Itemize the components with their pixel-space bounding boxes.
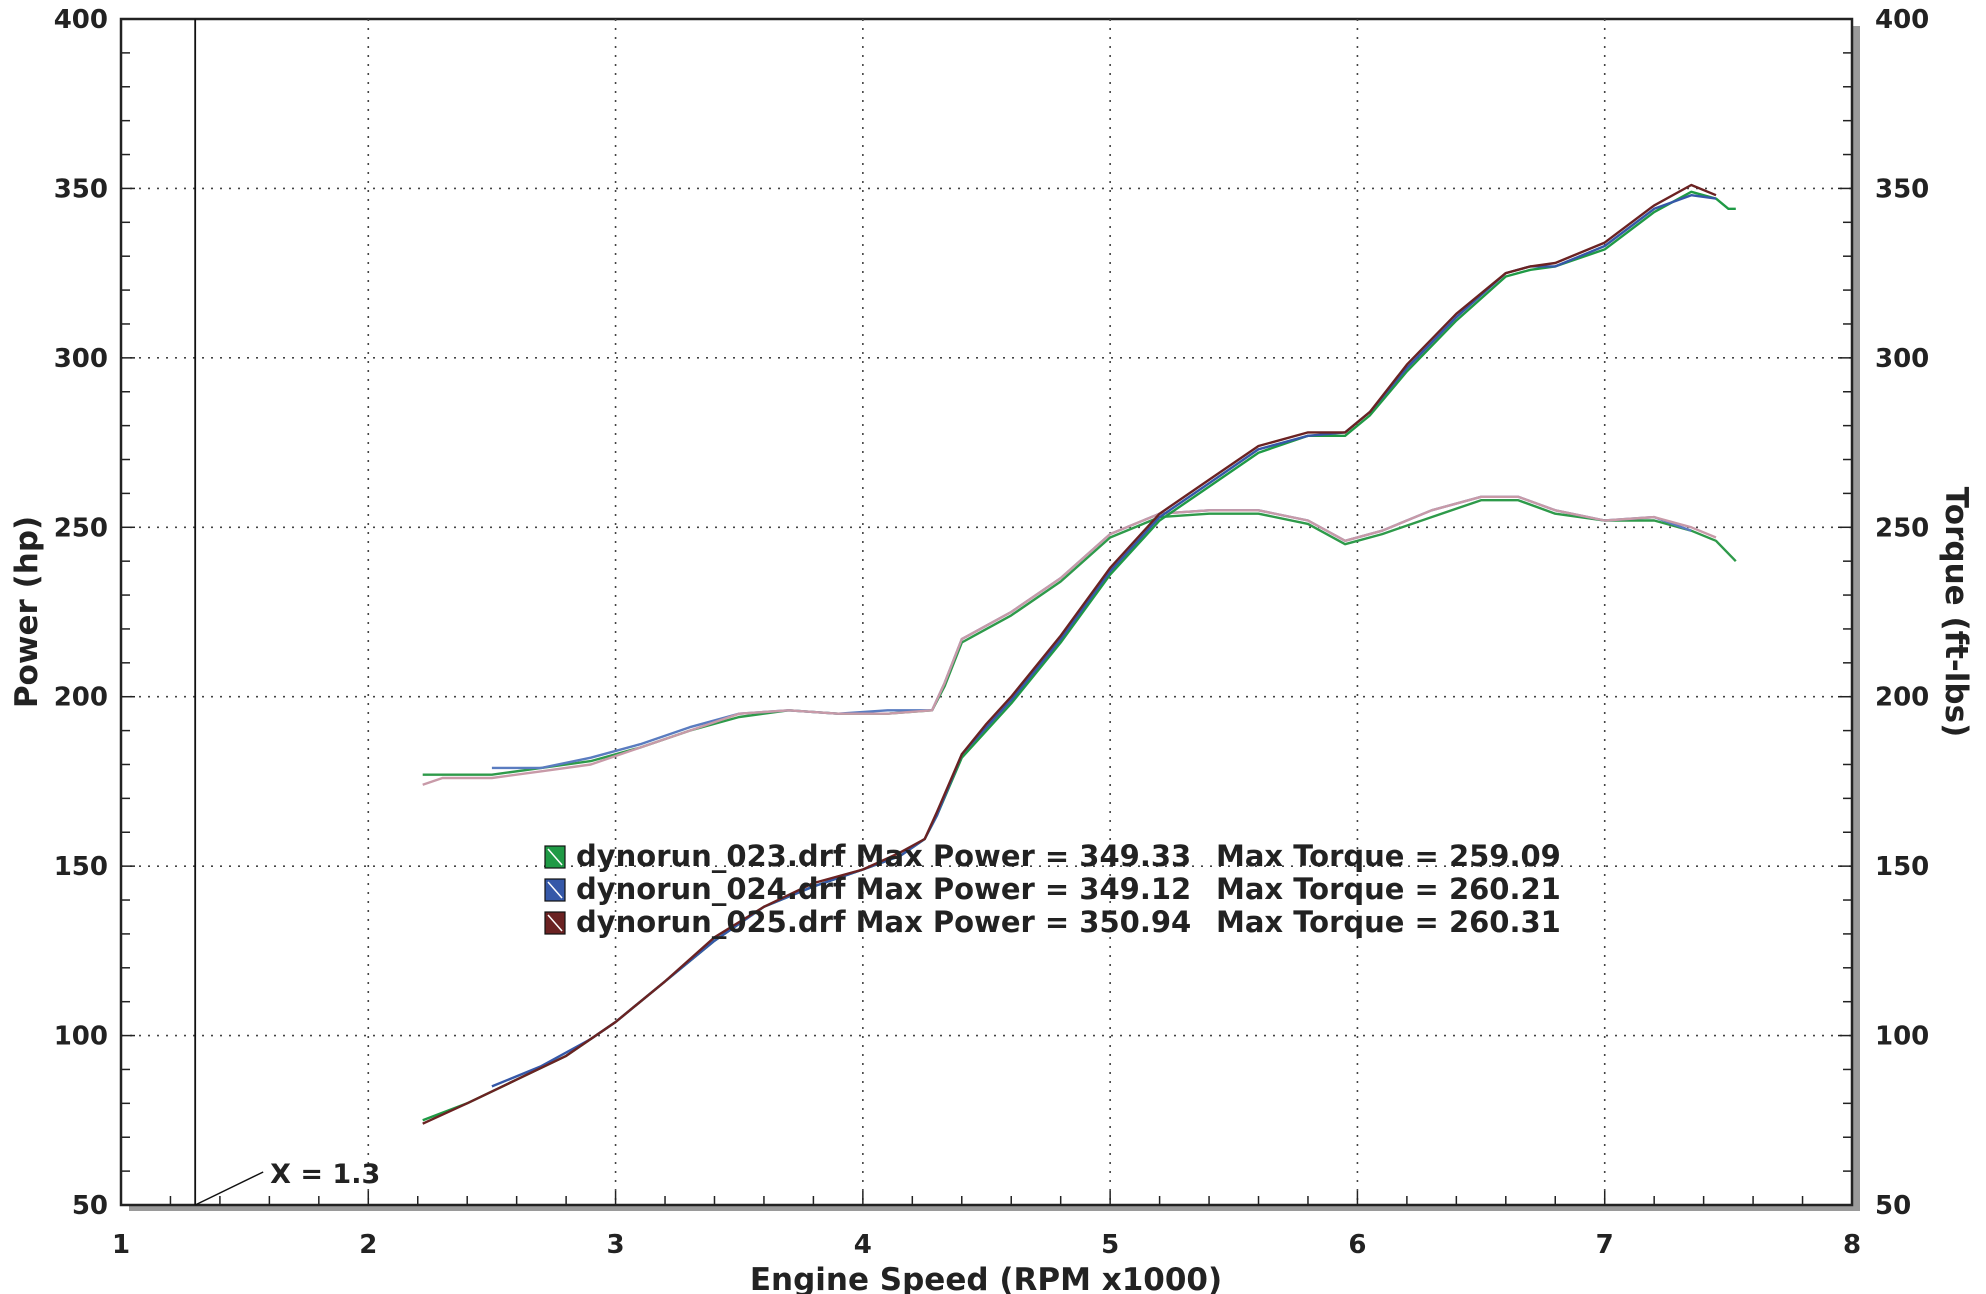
legend-file-1: dynorun_023.drf Max Power = 349.33 <box>576 839 1191 873</box>
torque-line-3 <box>422 495 1717 786</box>
legend-swatch-mark <box>547 881 563 899</box>
legend-torque-3: Max Torque = 260.31 <box>1216 905 1561 939</box>
x-tick-label: 2 <box>359 1230 377 1260</box>
y-left-axis-label: Power (hp) <box>9 516 45 708</box>
y-right-tick-label: 50 <box>1875 1191 1911 1221</box>
y-right-tick-label: 150 <box>1875 852 1929 882</box>
plot-frame <box>119 17 1854 1207</box>
x-marker-leader <box>194 1171 264 1206</box>
y-right-tick-label: 100 <box>1875 1022 1929 1052</box>
legend: dynorun_023.drf Max Power = 349.33 Max To… <box>544 839 1561 939</box>
x-tick-label: 7 <box>1596 1230 1614 1260</box>
y-right-tick-label: 350 <box>1875 174 1929 204</box>
y-left-tick-label: 300 <box>54 344 108 374</box>
legend-swatch-mark <box>547 848 563 866</box>
x-tick-label: 5 <box>1101 1230 1119 1260</box>
legend-file-3: dynorun_025.drf Max Power = 350.94 <box>576 905 1191 939</box>
x-marker-label: X = 1.3 <box>270 1159 380 1190</box>
y-left-tick-label: 200 <box>54 683 108 713</box>
legend-file-2: dynorun_024.drf Max Power = 349.12 <box>576 872 1191 906</box>
minor-ticks <box>120 18 1853 1206</box>
y-right-tick-label: 300 <box>1875 344 1929 374</box>
y-right-tick-label: 400 <box>1875 5 1929 35</box>
x-tick-labels: 1 2 3 4 5 6 7 8 <box>112 1230 1861 1260</box>
x-tick-label: 4 <box>854 1230 872 1260</box>
y-left-tick-label: 150 <box>54 852 108 882</box>
grid <box>121 19 1852 1205</box>
y-right-tick-labels: 50 100 150 200 250 300 350 400 <box>1875 5 1929 1221</box>
legend-swatch-mark <box>547 914 563 932</box>
series-layer <box>422 183 1737 1125</box>
x-marker: X = 1.3 <box>194 19 380 1206</box>
legend-torque-2: Max Torque = 260.21 <box>1216 872 1561 906</box>
y-left-tick-label: 400 <box>54 5 108 35</box>
y-right-axis-label: Torque (ft-lbs) <box>1938 487 1974 737</box>
y-right-tick-label: 250 <box>1875 513 1929 543</box>
legend-torque-1: Max Torque = 259.09 <box>1216 839 1561 873</box>
power-line-3 <box>422 183 1717 1125</box>
x-axis-label: Engine Speed (RPM x1000) <box>750 1262 1222 1294</box>
y-left-tick-label: 100 <box>54 1022 108 1052</box>
y-left-tick-labels: 50 100 150 200 250 300 350 400 <box>54 5 108 1221</box>
y-left-tick-label: 350 <box>54 174 108 204</box>
x-tick-label: 6 <box>1348 1230 1366 1260</box>
y-right-tick-label: 200 <box>1875 683 1929 713</box>
x-tick-label: 3 <box>607 1230 625 1260</box>
x-tick-label: 8 <box>1843 1230 1861 1260</box>
y-left-tick-label: 250 <box>54 513 108 543</box>
y-left-tick-label: 50 <box>72 1191 108 1221</box>
x-tick-label: 1 <box>112 1230 130 1260</box>
